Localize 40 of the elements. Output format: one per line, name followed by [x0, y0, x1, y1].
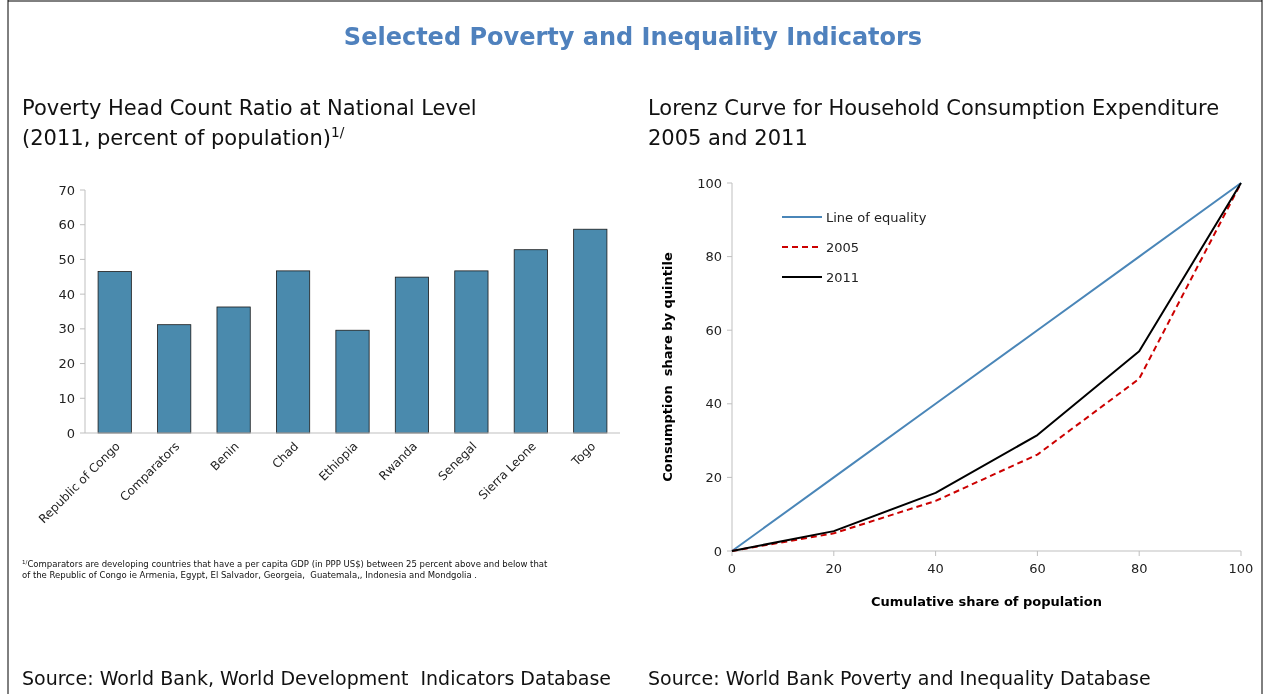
source-note: Source: World Bank, World Development Indicators Database	[22, 667, 612, 689]
bar	[454, 270, 489, 434]
x-axis-title: Cumulative share of population	[871, 594, 1102, 609]
y-tick-label: 40	[705, 396, 722, 412]
x-tick-label: Togo	[568, 439, 599, 470]
bar	[97, 271, 132, 434]
chart-title: Selected Poverty and Inequality Indicators	[343, 23, 923, 51]
bar	[157, 324, 192, 434]
y-tick-label: 30	[58, 321, 75, 337]
legend-label: 2011	[826, 269, 860, 285]
x-tick-label: 20	[825, 561, 843, 576]
y-tick-label: 70	[58, 182, 75, 198]
legend-label: 2005	[826, 239, 860, 255]
bar	[394, 276, 429, 434]
y-axis-title: Consumption share by quintile	[660, 252, 675, 482]
y-tick-label: 0	[66, 425, 75, 441]
y-tick-label: 40	[58, 286, 75, 302]
x-tick-label: 80	[1130, 561, 1148, 576]
x-tick-label: 60	[1029, 561, 1046, 576]
y-tick-label: 0	[713, 543, 722, 559]
y-tick-label: 20	[58, 356, 75, 372]
bar	[335, 329, 370, 434]
text: $^{1/}$Comparators are developing countries that have a per capita GDP (in PPP US$) between 25 percent above and below that of the Republic of Congo ie Armenia, Egypt, El Salvador, Georgeia, Guatemala,, Indonesia and Mondgolia .	[22, 559, 549, 581]
chart-subtitle: Lorenz Curve for Household Consumption Expenditure 2005 and 2011	[648, 96, 1220, 150]
bar	[513, 249, 548, 434]
x-tick-label: 40	[927, 561, 944, 576]
bar	[573, 228, 608, 434]
y-tick-label: 80	[705, 249, 722, 265]
y-tick-label: 60	[705, 322, 722, 338]
x-tick-label: 0	[727, 561, 737, 576]
y-tick-label: 60	[58, 217, 75, 233]
y-tick-label: 10	[58, 390, 75, 406]
y-tick-label: 50	[58, 251, 75, 267]
legend-label: Line of equality	[826, 209, 927, 225]
bar	[276, 270, 311, 434]
x-tick-label: 100	[1228, 561, 1254, 576]
source-note: Source: World Bank Poverty and Inequality Database	[648, 667, 1151, 689]
chart-subtitle: Poverty Head Count Ratio at National Level (2011, percent of population)$^{1/}$	[22, 96, 477, 150]
bar	[216, 306, 251, 434]
y-tick-label: 100	[697, 175, 722, 191]
